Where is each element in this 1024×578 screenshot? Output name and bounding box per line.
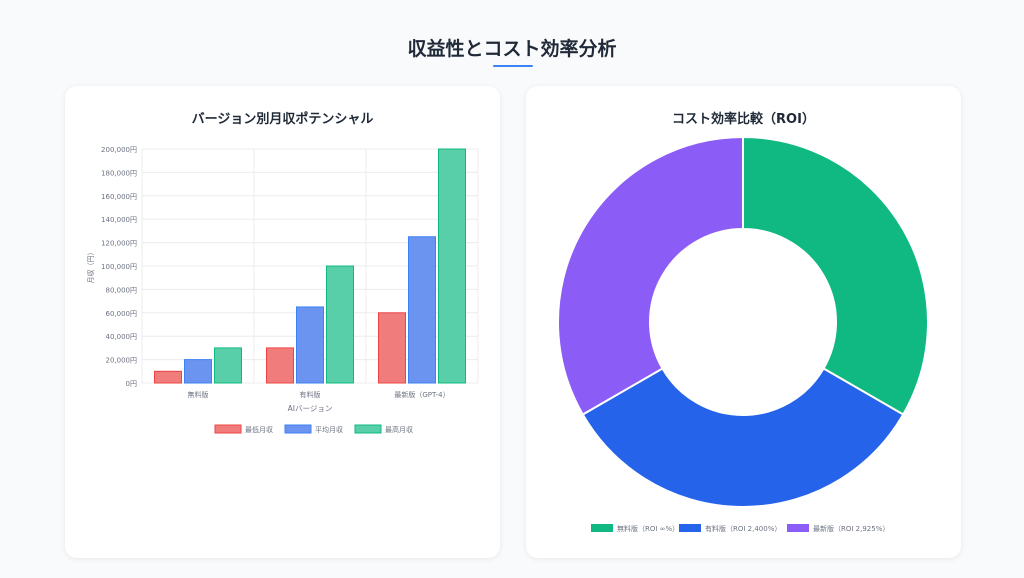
legend-label[interactable]: 有料版（ROI 2,400%）	[705, 524, 781, 533]
legend-swatch[interactable]	[354, 424, 382, 434]
y-tick-label: 80,000円	[106, 286, 138, 294]
bar	[378, 312, 406, 384]
y-tick-label: 0円	[126, 380, 137, 388]
bar	[438, 148, 466, 384]
legend-label[interactable]: 無料版（ROI ∞%）	[617, 524, 679, 533]
bar	[214, 347, 242, 384]
legend-label[interactable]: 平均月収	[315, 425, 343, 434]
legend-swatch[interactable]	[679, 524, 701, 532]
pie-chart-title: コスト効率比較（ROI）	[672, 112, 815, 127]
y-tick-label: 160,000円	[101, 193, 137, 201]
bar	[408, 236, 436, 384]
page-title: 収益性とコスト効率分析	[407, 38, 617, 60]
legend-label[interactable]: 最高月収	[385, 425, 413, 434]
y-tick-label: 100,000円	[101, 263, 137, 271]
bar	[326, 265, 354, 384]
title-underline	[493, 65, 533, 67]
x-tick-label: 最新版（GPT-4）	[394, 390, 449, 399]
y-tick-label: 140,000円	[101, 216, 137, 224]
bar-chart: 0円 20,000円 40,000円 60,000円 80,000円 100,000円 12…	[87, 146, 479, 434]
x-axis-title: AIバージョン	[288, 404, 333, 413]
pie-chart-card: コスト効率比較（ROI） 無料版（ROI ∞%） 有料版（ROI 2,400%） 最…	[526, 86, 961, 558]
legend-swatch[interactable]	[214, 424, 242, 434]
legend-label[interactable]: 最新版（ROI 2,925%）	[813, 524, 889, 533]
doughnut-slice	[742, 136, 929, 416]
y-tick-label: 200,000円	[101, 146, 137, 154]
bar	[154, 370, 182, 384]
bar	[184, 359, 212, 384]
legend-swatch[interactable]	[787, 524, 809, 532]
doughnut-chart: 無料版（ROI ∞%） 有料版（ROI 2,400%） 最新版（ROI 2,925%…	[557, 136, 929, 533]
y-tick-label: 20,000円	[106, 357, 138, 365]
bar-chart-card: バージョン別月収ポテンシャル 0円 20,000円 40,000円 60,000円 80…	[65, 86, 500, 558]
y-axis-title: 月収（円）	[87, 249, 95, 284]
legend-swatch[interactable]	[591, 524, 613, 532]
doughnut-slice	[581, 367, 905, 508]
y-tick-label: 180,000円	[101, 169, 137, 177]
x-tick-label: 有料版	[300, 390, 321, 399]
legend-label[interactable]: 最低月収	[245, 425, 273, 434]
y-tick-label: 40,000円	[106, 333, 138, 341]
y-tick-label: 60,000円	[106, 310, 138, 318]
bar	[296, 306, 324, 384]
bar-chart-title: バージョン別月収ポテンシャル	[191, 112, 374, 127]
doughnut-slice	[557, 136, 744, 416]
legend-swatch[interactable]	[284, 424, 312, 434]
bar	[266, 347, 294, 384]
y-tick-label: 120,000円	[101, 240, 137, 248]
x-tick-label: 無料版	[188, 390, 209, 399]
